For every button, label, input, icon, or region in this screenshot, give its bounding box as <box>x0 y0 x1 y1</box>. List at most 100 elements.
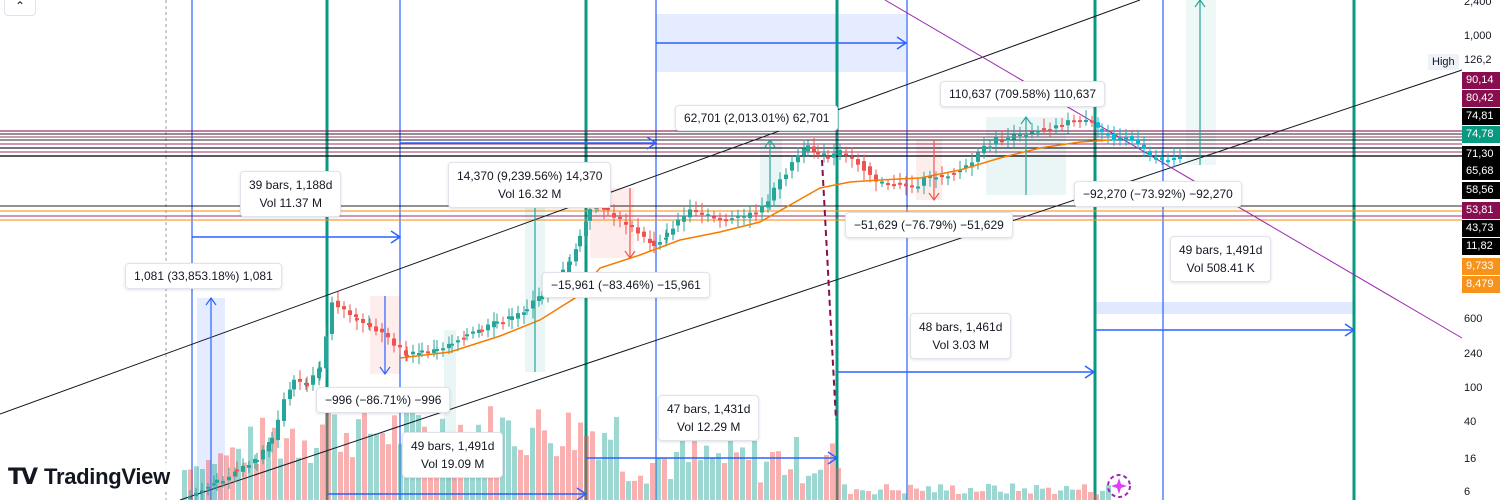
candle-body <box>477 329 481 333</box>
measure-label-92270[interactable]: −92,270 (−73.92%) −92,270 <box>1074 181 1242 207</box>
price-level-tag[interactable]: 65,68 <box>1462 163 1500 180</box>
tradingview-logo[interactable]: TV TradingView <box>8 463 174 491</box>
candle-body <box>1012 134 1016 140</box>
measure-label-1188d[interactable]: 39 bars, 1,188d Vol 11.37 M <box>240 171 342 217</box>
price-level-tag[interactable]: 71,30 <box>1462 146 1500 163</box>
candle-body <box>411 351 415 355</box>
candle-body <box>658 242 662 245</box>
measure-label-996[interactable]: −996 (−86.71%) −996 <box>316 387 451 413</box>
measure-arrowhead <box>1084 365 1096 379</box>
volume-bar <box>782 474 787 500</box>
candle-body <box>970 162 974 168</box>
volume-bar <box>836 467 841 500</box>
measure-label-1431d[interactable]: 47 bars, 1,431d Vol 12.29 M <box>658 395 760 441</box>
price-level-tag[interactable]: 74,81 <box>1462 108 1500 125</box>
candle-body <box>892 184 896 187</box>
candle-body <box>342 306 346 310</box>
price-scale[interactable]: 2,400 1,000 600 240 100 40 16 6 126,2 90,14 80,42 7… <box>1462 0 1500 500</box>
measure-box <box>916 140 942 200</box>
candle-body <box>392 338 396 346</box>
price-level-tag[interactable]: 9,733 <box>1462 258 1500 275</box>
volume-bar <box>206 460 211 500</box>
volume-bar <box>866 491 871 500</box>
volume-bar <box>626 481 631 500</box>
candle-body <box>700 212 704 215</box>
candle-body <box>868 166 872 175</box>
price-level-tag[interactable]: 58,56 <box>1462 182 1500 199</box>
candle-body <box>456 340 460 343</box>
candle-body <box>1142 144 1146 149</box>
candle-body <box>1066 120 1070 126</box>
candle-body <box>261 449 265 460</box>
measure-label-14370[interactable]: 14,370 (9,239.56%) 14,370 Vol 16.32 M <box>448 162 612 208</box>
volume-bar <box>452 459 457 500</box>
candle-body <box>982 145 986 154</box>
candle-body <box>976 152 980 162</box>
measure-label-110637[interactable]: 110,637 (709.58%) 110,637 <box>940 81 1106 107</box>
price-level-tag[interactable]: 53,81 <box>1462 202 1500 219</box>
candle-body <box>1118 137 1122 140</box>
measure-label-line: 49 bars, 1,491d <box>411 439 495 453</box>
price-level-tag[interactable]: 8,479 <box>1462 276 1500 293</box>
candle-body <box>267 442 271 452</box>
volume-bar <box>806 475 811 500</box>
measure-label-51629[interactable]: −51,629 (−76.79%) −51,629 <box>845 212 1013 238</box>
candle-body <box>215 479 219 483</box>
measure-label-line: 14,370 (9,239.56%) 14,370 <box>457 169 603 183</box>
candle-body <box>501 322 505 325</box>
measure-label-1491d-b[interactable]: 49 bars, 1,491d Vol 508.41 K <box>1170 236 1272 282</box>
candle-body <box>838 149 842 157</box>
measure-label-line: 1,081 (33,853.18%) 1,081 <box>134 269 273 283</box>
candle-body <box>934 177 938 180</box>
candle-body <box>671 228 675 235</box>
measure-label-1491d-a[interactable]: 49 bars, 1,491d Vol 19.09 M <box>402 432 504 478</box>
candle-body <box>778 179 782 190</box>
volume-bar <box>1082 484 1087 500</box>
price-level-tag[interactable]: 80,42 <box>1462 90 1500 107</box>
measure-arrowhead <box>827 451 839 465</box>
candle-body <box>336 300 340 308</box>
volume-bar <box>230 447 235 500</box>
collapse-button[interactable]: ⌃ <box>4 0 36 16</box>
volume-bar <box>278 458 283 500</box>
candle-body <box>588 209 592 221</box>
candle-body <box>898 182 902 185</box>
candle-body <box>574 249 578 262</box>
measure-label-1461d[interactable]: 48 bars, 1,461d Vol 3.03 M <box>910 313 1012 359</box>
measure-label-62701[interactable]: 62,701 (2,013.01%) 62,701 <box>675 105 839 131</box>
candle-body <box>1166 160 1170 163</box>
candle-body <box>361 318 365 323</box>
measure-label-1081[interactable]: 1,081 (33,853.18%) 1,081 <box>125 263 282 289</box>
candle-body <box>724 219 728 222</box>
sparkle-icon[interactable] <box>1104 472 1134 500</box>
volume-bar <box>908 484 913 500</box>
volume-bar <box>1040 488 1045 500</box>
volume-bar <box>392 415 397 500</box>
measure-label-15961[interactable]: −15,961 (−83.46%) −15,961 <box>542 272 710 298</box>
volume-bar <box>248 426 253 500</box>
candle-body <box>742 215 746 218</box>
candle-body <box>311 375 315 385</box>
candle-body <box>642 231 646 237</box>
volume-bar <box>1076 489 1081 500</box>
volume-bar <box>890 490 895 500</box>
candle-body <box>348 310 352 316</box>
candle-body <box>844 153 848 156</box>
measure-label-line: Vol 19.09 M <box>421 457 485 471</box>
price-level-tag[interactable]: 74,78 <box>1462 126 1500 143</box>
candle-body <box>194 493 198 496</box>
price-level-tag[interactable]: 11,82 <box>1462 238 1500 255</box>
volume-bar <box>950 485 955 500</box>
candle-body <box>276 419 280 441</box>
high-price-value: 126,2 <box>1464 54 1492 66</box>
candle-body <box>221 480 225 484</box>
price-level-tag[interactable]: 90,14 <box>1462 72 1500 89</box>
measure-arrowhead <box>764 138 776 148</box>
price-level-tag[interactable]: 43,73 <box>1462 220 1500 237</box>
volume-bar <box>1064 485 1069 500</box>
candle-body <box>1100 128 1104 133</box>
volume-bar <box>968 487 973 500</box>
volume-bar <box>182 470 187 500</box>
